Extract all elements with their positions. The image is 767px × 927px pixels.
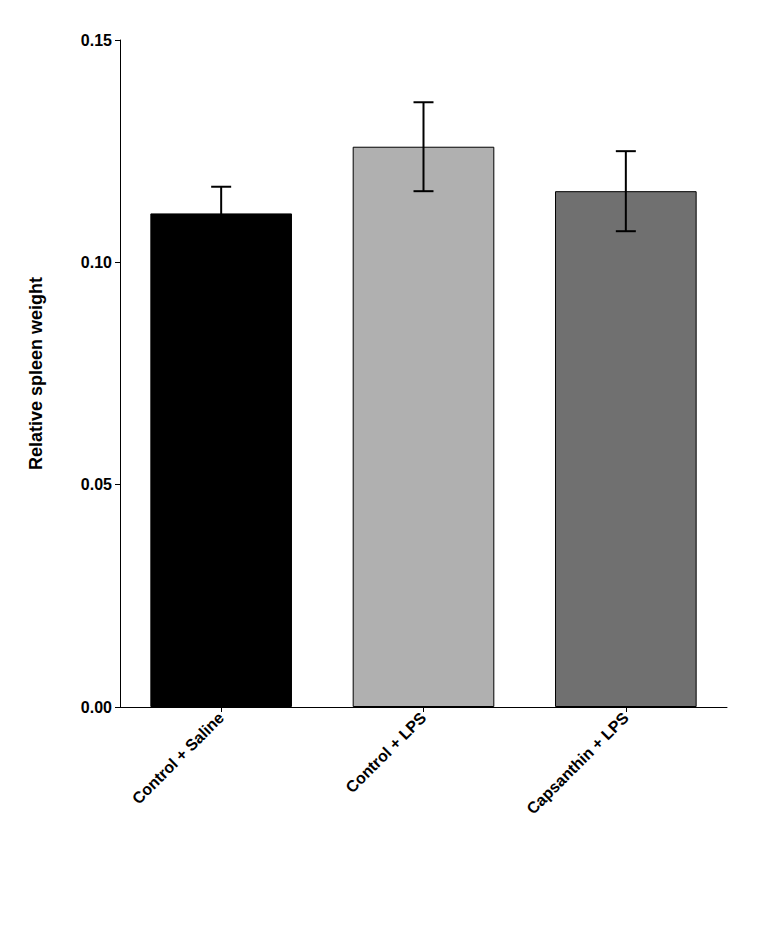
svg-text:0.10: 0.10 <box>81 254 112 271</box>
svg-text:0.05: 0.05 <box>81 476 112 493</box>
svg-text:Control + Saline: Control + Saline <box>129 709 227 807</box>
svg-text:0.00: 0.00 <box>81 699 112 716</box>
svg-text:Control + LPS: Control + LPS <box>342 709 429 796</box>
svg-text:Capsanthin + LPS: Capsanthin + LPS <box>523 709 632 818</box>
svg-text:Relative spleen weight: Relative spleen weight <box>26 277 46 470</box>
svg-text:0.15: 0.15 <box>81 32 112 49</box>
